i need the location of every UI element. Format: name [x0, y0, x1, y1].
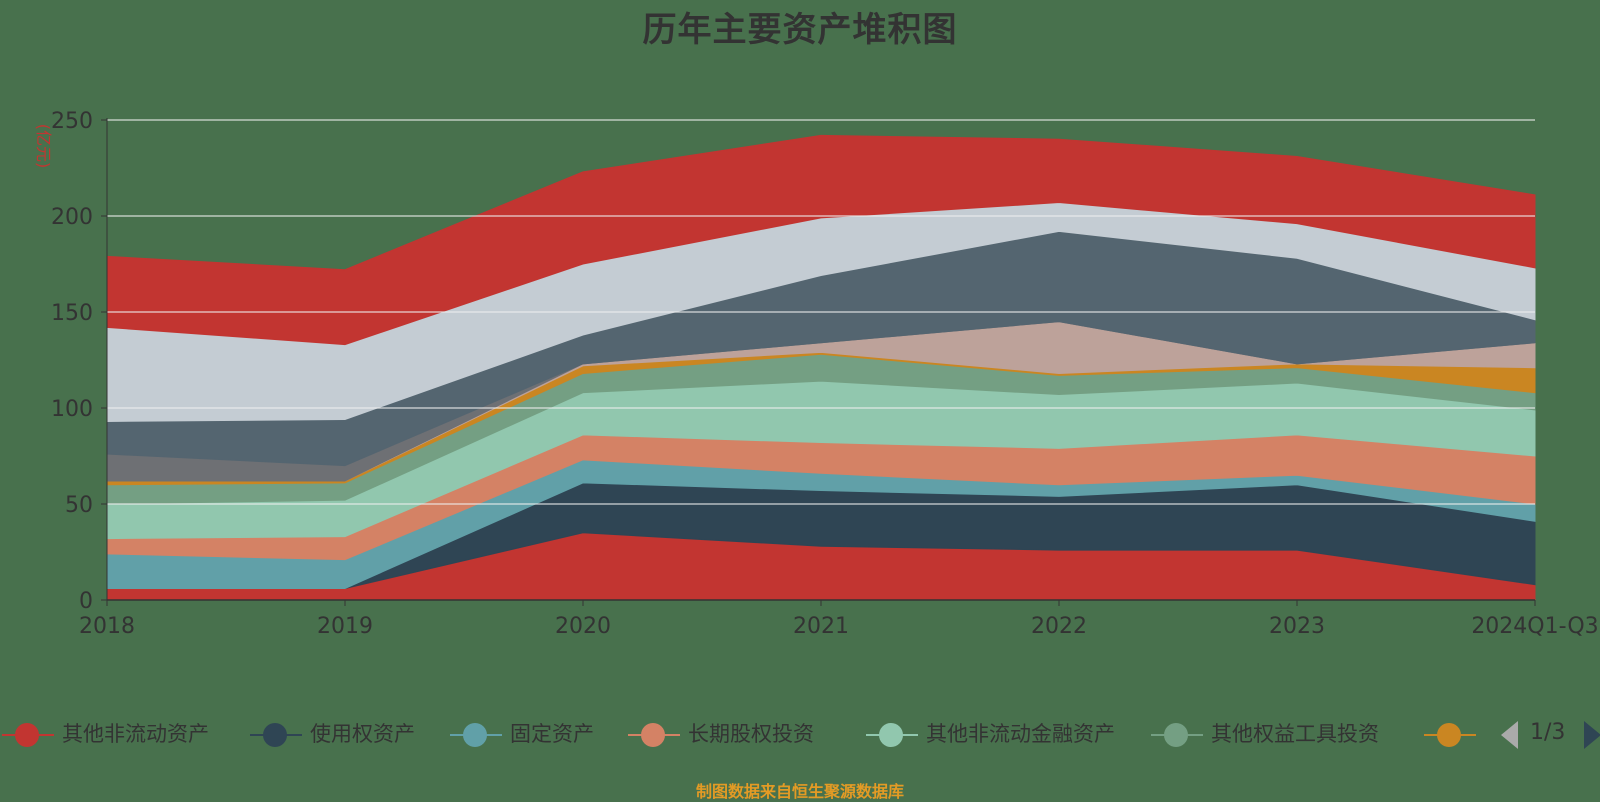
x-tick-label-4: 2022: [1031, 614, 1087, 639]
y-tick-label-4: 200: [51, 205, 93, 230]
x-tick-label-1: 2019: [317, 614, 373, 639]
y-tick-label-2: 100: [51, 397, 93, 422]
legend-label: 其他非流动金融资产: [926, 722, 1115, 746]
legend-marker-icon: [463, 723, 487, 747]
legend-label: 长期股权投资: [688, 722, 814, 746]
x-tick-label-6: 2024Q1-Q3: [1471, 614, 1598, 639]
data-source: 制图数据来自恒生聚源数据库: [695, 782, 904, 801]
area-series: [106, 134, 1536, 601]
y-tick-label-5: 250: [51, 109, 93, 134]
axes: 0 50 100 150 200 250 2018 2019 2020 2021 2022 2023 2…: [51, 109, 1599, 639]
legend: 其他非流动资产 使用权资产 固定资产 长期股权投资 其他非流动金融资产 其他权益工具投资: [0, 712, 1600, 752]
chart-title: 历年主要资产堆积图: [642, 10, 958, 50]
x-tick-label-3: 2021: [793, 614, 849, 639]
grid-lines: [107, 119, 1535, 505]
y-axis-title: (亿元): [34, 124, 53, 169]
y-tick-label-0: 0: [79, 589, 93, 614]
legend-marker-icon: [263, 723, 287, 747]
legend-marker-icon: [641, 723, 665, 747]
pager-prev-icon[interactable]: [1500, 720, 1520, 750]
legend-label: 其他非流动资产: [62, 722, 209, 746]
legend-marker-icon: [1437, 723, 1461, 747]
pager-next-icon[interactable]: [1582, 720, 1600, 750]
x-tick-label-5: 2023: [1269, 614, 1325, 639]
legend-label: 使用权资产: [310, 722, 415, 746]
x-tick-label-0: 2018: [79, 614, 135, 639]
area-series-11: [106, 134, 1536, 346]
y-tick-label-1: 50: [65, 493, 93, 518]
legend-marker-icon: [1164, 723, 1188, 747]
legend-marker-icon: [879, 723, 903, 747]
x-tick-label-2: 2020: [555, 614, 611, 639]
legend-label: 其他权益工具投资: [1211, 722, 1379, 746]
legend-marker-icon: [15, 723, 39, 747]
y-tick-label-3: 150: [51, 301, 93, 326]
legend-label: 固定资产: [510, 722, 594, 746]
pager-text: 1/3: [1530, 720, 1566, 745]
legend-pager: 1/3: [1500, 718, 1600, 754]
